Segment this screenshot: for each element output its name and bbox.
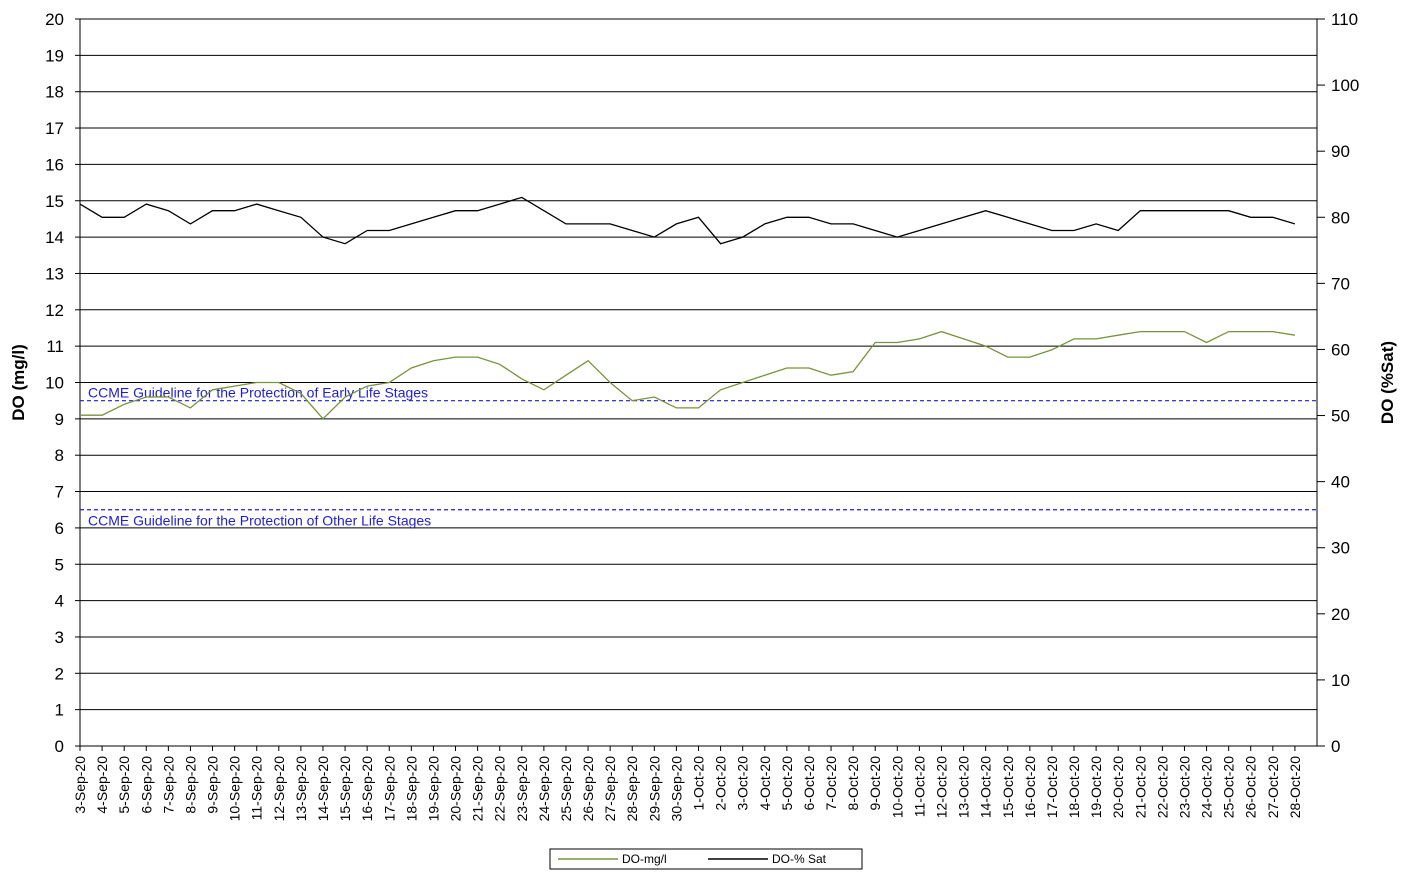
x-tick-label: 8-Sep-20 <box>182 756 198 814</box>
y-tick-label: 2 <box>55 664 64 683</box>
x-tick-label: 25-Sep-20 <box>558 756 574 822</box>
x-tick-label: 11-Oct-20 <box>911 756 927 817</box>
x-tick-label: 23-Sep-20 <box>514 756 530 822</box>
x-tick-label: 20-Oct-20 <box>1110 756 1126 818</box>
y-tick-label: 11 <box>46 337 64 356</box>
x-tick-label: 2-Oct-20 <box>713 756 729 811</box>
x-tick-label: 14-Sep-20 <box>315 756 331 822</box>
y2-tick-label: 90 <box>1331 142 1350 161</box>
y2-tick-label: 60 <box>1331 340 1350 359</box>
y2-tick-label: 10 <box>1331 671 1350 690</box>
x-tick-label: 16-Sep-20 <box>359 756 375 822</box>
x-tick-label: 19-Sep-20 <box>425 756 441 822</box>
y-axis-title: DO (mg/l) <box>9 344 28 421</box>
x-tick-label: 9-Oct-20 <box>867 756 883 811</box>
y-tick-label: 13 <box>45 264 64 283</box>
x-tick-label: 15-Sep-20 <box>337 756 353 822</box>
x-tick-label: 18-Oct-20 <box>1066 756 1082 818</box>
x-tick-label: 20-Sep-20 <box>448 756 464 822</box>
x-tick-label: 26-Sep-20 <box>580 756 596 822</box>
y-tick-label: 4 <box>55 592 64 611</box>
y-tick-label: 20 <box>45 10 64 29</box>
x-tick-label: 23-Oct-20 <box>1176 756 1192 818</box>
x-tick-label: 14-Oct-20 <box>978 756 994 818</box>
x-tick-label: 5-Oct-20 <box>779 756 795 811</box>
x-tick-label: 11-Sep-20 <box>249 756 265 821</box>
x-tick-label: 28-Oct-20 <box>1287 756 1303 818</box>
x-tick-label: 29-Sep-20 <box>646 756 662 822</box>
y-tick-label: 15 <box>45 192 64 211</box>
x-tick-label: 12-Oct-20 <box>933 756 949 818</box>
guideline-label: CCME Guideline for the Protection of Ear… <box>88 385 428 401</box>
y2-tick-label: 80 <box>1331 208 1350 227</box>
y2-tick-label: 0 <box>1331 737 1340 756</box>
y-tick-label: 0 <box>55 737 64 756</box>
series-line <box>79 196 1296 245</box>
x-tick-label: 10-Oct-20 <box>889 756 905 818</box>
y2-tick-label: 40 <box>1331 473 1350 492</box>
y-tick-label: 19 <box>45 46 64 65</box>
y-tick-label: 14 <box>45 228 64 247</box>
legend-label: DO-% Sat <box>772 852 827 866</box>
y-tick-label: 1 <box>55 701 64 720</box>
x-tick-label: 8-Oct-20 <box>845 756 861 811</box>
y-tick-label: 8 <box>55 446 64 465</box>
x-tick-label: 13-Sep-20 <box>293 756 309 822</box>
x-tick-label: 6-Sep-20 <box>138 756 154 814</box>
x-tick-label: 21-Oct-20 <box>1132 756 1148 818</box>
x-tick-label: 16-Oct-20 <box>1022 756 1038 818</box>
x-tick-label: 19-Oct-20 <box>1088 756 1104 818</box>
x-tick-label: 4-Sep-20 <box>94 756 110 814</box>
x-tick-label: 9-Sep-20 <box>205 756 221 814</box>
x-tick-label: 25-Oct-20 <box>1221 756 1237 818</box>
y2-tick-label: 110 <box>1331 10 1358 29</box>
series-line <box>80 330 1296 420</box>
x-tick-label: 6-Oct-20 <box>801 756 817 811</box>
y-tick-label: 12 <box>45 301 64 320</box>
y2-tick-label: 20 <box>1331 605 1350 624</box>
x-tick-label: 1-Oct-20 <box>691 756 707 811</box>
y2-axis-title: DO (%Sat) <box>1378 341 1397 424</box>
x-tick-label: 24-Sep-20 <box>536 756 552 822</box>
x-tick-label: 10-Sep-20 <box>227 756 243 822</box>
x-tick-label: 17-Oct-20 <box>1044 756 1060 818</box>
x-tick-label: 22-Sep-20 <box>492 756 508 822</box>
y-tick-label: 10 <box>45 374 64 393</box>
x-tick-label: 15-Oct-20 <box>1000 756 1016 818</box>
y2-tick-label: 100 <box>1331 76 1359 95</box>
y2-tick-label: 70 <box>1331 274 1350 293</box>
y-tick-label: 7 <box>55 483 64 502</box>
x-tick-label: 26-Oct-20 <box>1243 756 1259 818</box>
y2-tick-label: 50 <box>1331 407 1350 426</box>
x-tick-label: 12-Sep-20 <box>271 756 287 822</box>
y-tick-label: 17 <box>45 119 64 138</box>
x-tick-label: 4-Oct-20 <box>757 756 773 811</box>
x-tick-label: 21-Sep-20 <box>470 756 486 822</box>
guideline-label: CCME Guideline for the Protection of Oth… <box>88 513 431 529</box>
x-tick-label: 13-Oct-20 <box>956 756 972 818</box>
x-tick-label: 17-Sep-20 <box>381 756 397 822</box>
y-tick-label: 16 <box>45 155 64 174</box>
y2-tick-label: 30 <box>1331 539 1350 558</box>
x-tick-label: 22-Oct-20 <box>1154 756 1170 818</box>
y-tick-label: 5 <box>55 555 64 574</box>
x-tick-label: 18-Sep-20 <box>403 756 419 822</box>
x-tick-label: 27-Sep-20 <box>602 756 618 822</box>
y-tick-label: 3 <box>55 628 64 647</box>
x-tick-label: 3-Oct-20 <box>735 756 751 811</box>
x-tick-label: 30-Sep-20 <box>668 756 684 822</box>
x-tick-label: 5-Sep-20 <box>116 756 132 814</box>
legend-box <box>549 848 863 870</box>
legend-label: DO-mg/l <box>622 852 667 866</box>
x-tick-label: 28-Sep-20 <box>624 756 640 822</box>
y-tick-label: 9 <box>55 410 64 429</box>
x-tick-label: 27-Oct-20 <box>1265 756 1281 818</box>
y-tick-label: 18 <box>45 83 64 102</box>
x-tick-label: 7-Sep-20 <box>160 756 176 814</box>
x-tick-label: 7-Oct-20 <box>823 756 839 811</box>
y-tick-label: 6 <box>55 519 64 538</box>
x-tick-label: 24-Oct-20 <box>1199 756 1215 818</box>
x-tick-label: 3-Sep-20 <box>72 756 88 814</box>
